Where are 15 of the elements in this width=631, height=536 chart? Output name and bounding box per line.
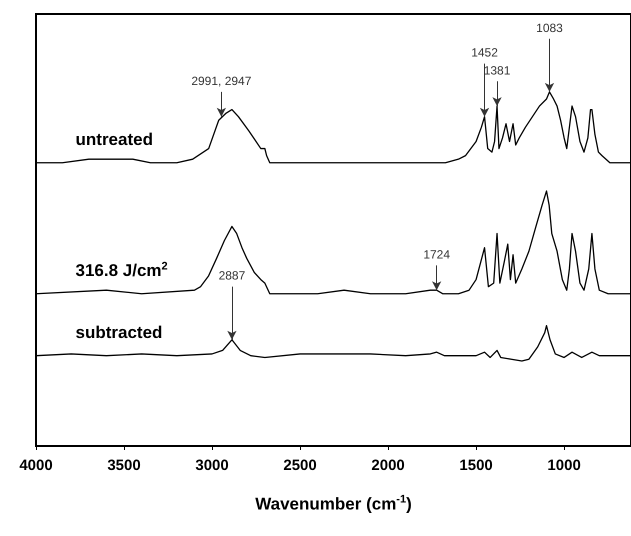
annotation: 2991, 2947 <box>191 74 252 88</box>
x-tick-label: 1000 <box>547 457 581 474</box>
annotation: 2887 <box>218 268 246 283</box>
series-label: subtracted <box>76 323 162 342</box>
x-tick-label: 4000 <box>19 457 53 474</box>
x-tick-label: 2000 <box>371 457 405 474</box>
x-tick-label: 3500 <box>107 457 141 474</box>
x-tick-label: 1500 <box>459 457 493 474</box>
annotation: 1452 <box>471 46 498 60</box>
series-label: untreated <box>76 130 153 150</box>
annotation: 1724 <box>423 247 450 262</box>
annotation: 1381 <box>484 63 511 78</box>
x-tick-label: 2500 <box>283 457 317 474</box>
annotation: 1083 <box>536 20 564 35</box>
x-tick-label: 3000 <box>195 457 229 474</box>
